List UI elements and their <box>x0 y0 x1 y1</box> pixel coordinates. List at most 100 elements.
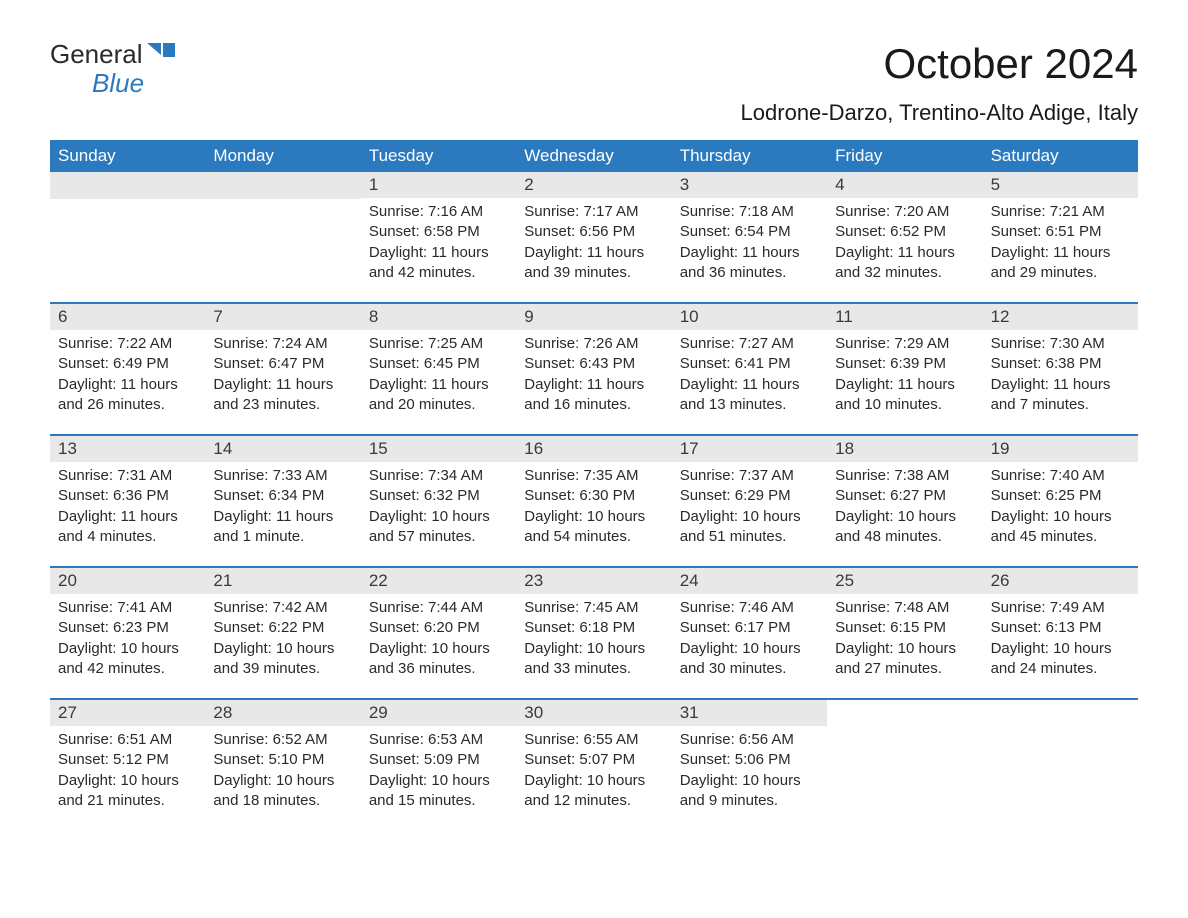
day-cell: 16Sunrise: 7:35 AMSunset: 6:30 PMDayligh… <box>516 436 671 566</box>
day-sunrise: Sunrise: 7:17 AM <box>524 202 663 222</box>
day-daylight2: and 18 minutes. <box>213 791 352 811</box>
day-cell: 8Sunrise: 7:25 AMSunset: 6:45 PMDaylight… <box>361 304 516 434</box>
day-daylight2: and 51 minutes. <box>680 527 819 547</box>
day-cell: 23Sunrise: 7:45 AMSunset: 6:18 PMDayligh… <box>516 568 671 698</box>
day-content: Sunrise: 6:52 AMSunset: 5:10 PMDaylight:… <box>205 726 360 815</box>
week-row: 13Sunrise: 7:31 AMSunset: 6:36 PMDayligh… <box>50 434 1138 566</box>
day-daylight2: and 30 minutes. <box>680 659 819 679</box>
day-daylight1: Daylight: 11 hours <box>58 375 197 395</box>
day-sunset: Sunset: 6:17 PM <box>680 618 819 638</box>
day-content: Sunrise: 6:55 AMSunset: 5:07 PMDaylight:… <box>516 726 671 815</box>
day-content: Sunrise: 7:46 AMSunset: 6:17 PMDaylight:… <box>672 594 827 683</box>
day-daylight2: and 57 minutes. <box>369 527 508 547</box>
day-daylight1: Daylight: 10 hours <box>680 771 819 791</box>
day-sunrise: Sunrise: 7:48 AM <box>835 598 974 618</box>
day-sunrise: Sunrise: 6:53 AM <box>369 730 508 750</box>
day-sunrise: Sunrise: 7:37 AM <box>680 466 819 486</box>
day-sunset: Sunset: 6:29 PM <box>680 486 819 506</box>
day-sunrise: Sunrise: 7:33 AM <box>213 466 352 486</box>
day-number: 26 <box>983 568 1138 594</box>
day-content: Sunrise: 6:51 AMSunset: 5:12 PMDaylight:… <box>50 726 205 815</box>
day-daylight2: and 7 minutes. <box>991 395 1130 415</box>
day-number: 27 <box>50 700 205 726</box>
day-cell: 24Sunrise: 7:46 AMSunset: 6:17 PMDayligh… <box>672 568 827 698</box>
day-number: 12 <box>983 304 1138 330</box>
day-cell: 12Sunrise: 7:30 AMSunset: 6:38 PMDayligh… <box>983 304 1138 434</box>
day-daylight1: Daylight: 11 hours <box>524 243 663 263</box>
day-sunset: Sunset: 6:25 PM <box>991 486 1130 506</box>
day-cell: 5Sunrise: 7:21 AMSunset: 6:51 PMDaylight… <box>983 172 1138 302</box>
day-sunrise: Sunrise: 6:56 AM <box>680 730 819 750</box>
day-daylight1: Daylight: 10 hours <box>58 771 197 791</box>
day-content: Sunrise: 7:25 AMSunset: 6:45 PMDaylight:… <box>361 330 516 419</box>
day-sunset: Sunset: 6:52 PM <box>835 222 974 242</box>
day-cell: 1Sunrise: 7:16 AMSunset: 6:58 PMDaylight… <box>361 172 516 302</box>
day-sunset: Sunset: 6:36 PM <box>58 486 197 506</box>
day-daylight1: Daylight: 10 hours <box>835 639 974 659</box>
day-content: Sunrise: 7:48 AMSunset: 6:15 PMDaylight:… <box>827 594 982 683</box>
day-sunrise: Sunrise: 7:24 AM <box>213 334 352 354</box>
day-daylight1: Daylight: 10 hours <box>524 507 663 527</box>
day-sunset: Sunset: 6:56 PM <box>524 222 663 242</box>
day-daylight1: Daylight: 11 hours <box>369 375 508 395</box>
week-row: 1Sunrise: 7:16 AMSunset: 6:58 PMDaylight… <box>50 172 1138 302</box>
day-number: 23 <box>516 568 671 594</box>
day-cell: 17Sunrise: 7:37 AMSunset: 6:29 PMDayligh… <box>672 436 827 566</box>
empty-day-header <box>50 172 205 199</box>
day-sunset: Sunset: 6:34 PM <box>213 486 352 506</box>
week-row: 27Sunrise: 6:51 AMSunset: 5:12 PMDayligh… <box>50 698 1138 830</box>
day-content: Sunrise: 7:16 AMSunset: 6:58 PMDaylight:… <box>361 198 516 287</box>
day-daylight2: and 48 minutes. <box>835 527 974 547</box>
day-sunset: Sunset: 6:51 PM <box>991 222 1130 242</box>
day-number: 4 <box>827 172 982 198</box>
weekday-header: Thursday <box>672 140 827 172</box>
day-number: 31 <box>672 700 827 726</box>
day-daylight2: and 27 minutes. <box>835 659 974 679</box>
day-daylight2: and 39 minutes. <box>524 263 663 283</box>
day-cell: 19Sunrise: 7:40 AMSunset: 6:25 PMDayligh… <box>983 436 1138 566</box>
day-content: Sunrise: 7:27 AMSunset: 6:41 PMDaylight:… <box>672 330 827 419</box>
day-cell: 26Sunrise: 7:49 AMSunset: 6:13 PMDayligh… <box>983 568 1138 698</box>
day-daylight2: and 16 minutes. <box>524 395 663 415</box>
day-daylight2: and 4 minutes. <box>58 527 197 547</box>
day-daylight2: and 1 minute. <box>213 527 352 547</box>
day-number: 13 <box>50 436 205 462</box>
day-sunrise: Sunrise: 6:52 AM <box>213 730 352 750</box>
day-sunrise: Sunrise: 7:34 AM <box>369 466 508 486</box>
location-text: Lodrone-Darzo, Trentino-Alto Adige, Ital… <box>741 100 1138 126</box>
day-daylight2: and 39 minutes. <box>213 659 352 679</box>
day-daylight2: and 42 minutes. <box>58 659 197 679</box>
day-sunrise: Sunrise: 7:44 AM <box>369 598 508 618</box>
day-content: Sunrise: 7:20 AMSunset: 6:52 PMDaylight:… <box>827 198 982 287</box>
day-daylight1: Daylight: 11 hours <box>835 243 974 263</box>
day-number: 7 <box>205 304 360 330</box>
day-daylight1: Daylight: 10 hours <box>369 771 508 791</box>
page-header: General Blue October 2024 Lodrone-Darzo,… <box>50 40 1138 126</box>
day-content: Sunrise: 7:30 AMSunset: 6:38 PMDaylight:… <box>983 330 1138 419</box>
weeks-container: 1Sunrise: 7:16 AMSunset: 6:58 PMDaylight… <box>50 172 1138 830</box>
day-daylight2: and 23 minutes. <box>213 395 352 415</box>
day-daylight2: and 26 minutes. <box>58 395 197 415</box>
day-cell: 28Sunrise: 6:52 AMSunset: 5:10 PMDayligh… <box>205 700 360 830</box>
day-content: Sunrise: 7:35 AMSunset: 6:30 PMDaylight:… <box>516 462 671 551</box>
day-sunset: Sunset: 5:10 PM <box>213 750 352 770</box>
day-daylight1: Daylight: 11 hours <box>680 243 819 263</box>
title-block: October 2024 Lodrone-Darzo, Trentino-Alt… <box>741 40 1138 126</box>
day-sunset: Sunset: 6:18 PM <box>524 618 663 638</box>
day-sunrise: Sunrise: 6:51 AM <box>58 730 197 750</box>
day-cell: 21Sunrise: 7:42 AMSunset: 6:22 PMDayligh… <box>205 568 360 698</box>
day-content: Sunrise: 7:44 AMSunset: 6:20 PMDaylight:… <box>361 594 516 683</box>
weekday-header: Monday <box>205 140 360 172</box>
day-sunrise: Sunrise: 7:38 AM <box>835 466 974 486</box>
day-sunrise: Sunrise: 7:31 AM <box>58 466 197 486</box>
day-sunrise: Sunrise: 7:25 AM <box>369 334 508 354</box>
day-daylight2: and 10 minutes. <box>835 395 974 415</box>
day-cell: 3Sunrise: 7:18 AMSunset: 6:54 PMDaylight… <box>672 172 827 302</box>
day-number: 17 <box>672 436 827 462</box>
day-content: Sunrise: 7:24 AMSunset: 6:47 PMDaylight:… <box>205 330 360 419</box>
day-daylight1: Daylight: 11 hours <box>58 507 197 527</box>
day-content: Sunrise: 7:41 AMSunset: 6:23 PMDaylight:… <box>50 594 205 683</box>
weekday-header: Saturday <box>983 140 1138 172</box>
day-sunrise: Sunrise: 7:18 AM <box>680 202 819 222</box>
day-sunset: Sunset: 6:27 PM <box>835 486 974 506</box>
